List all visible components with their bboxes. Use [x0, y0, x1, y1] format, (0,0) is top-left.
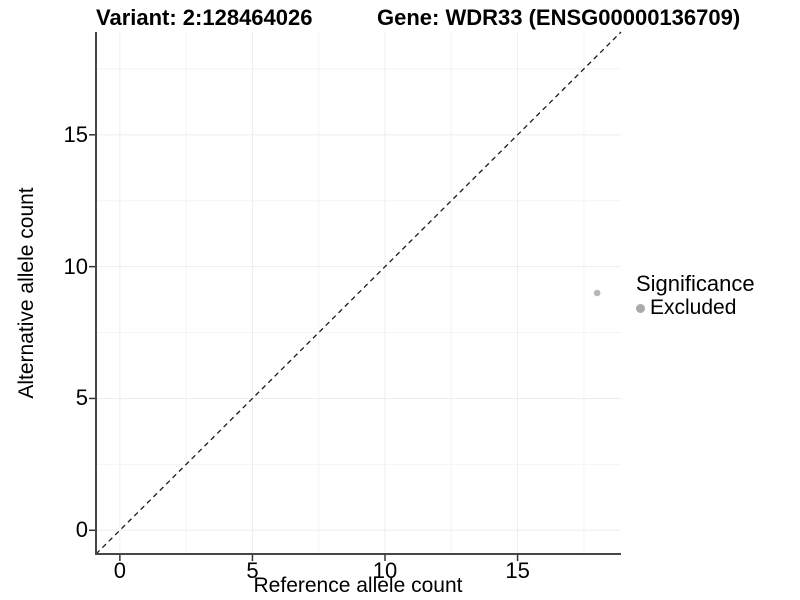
legend-point-icon: [636, 303, 645, 313]
legend: Significance Excluded: [636, 271, 755, 320]
x-tick-label: 10: [372, 558, 398, 583]
data-point: [593, 289, 601, 297]
y-axis-title: Alternative allele count: [15, 187, 38, 399]
x-axis-title: Reference allele count: [253, 574, 463, 597]
legend-title: Significance: [636, 271, 755, 296]
y-tick-label: 10: [63, 253, 88, 279]
legend-item-label: Excluded: [650, 296, 737, 319]
x-tick-label: 15: [505, 558, 530, 583]
y-tick-label: 15: [63, 121, 88, 147]
variant-title: Variant: 2:128464026: [96, 5, 313, 30]
gene-title: Gene: WDR33 (ENSG00000136709): [377, 5, 741, 30]
y-tick-label: 5: [75, 385, 88, 411]
x-tick-label: 5: [246, 558, 259, 583]
x-tick-label: 0: [113, 558, 126, 583]
legend-item-excluded: Excluded: [636, 296, 755, 320]
identity-dashed-line: [95, 31, 622, 555]
y-tick-label: 0: [75, 517, 88, 543]
